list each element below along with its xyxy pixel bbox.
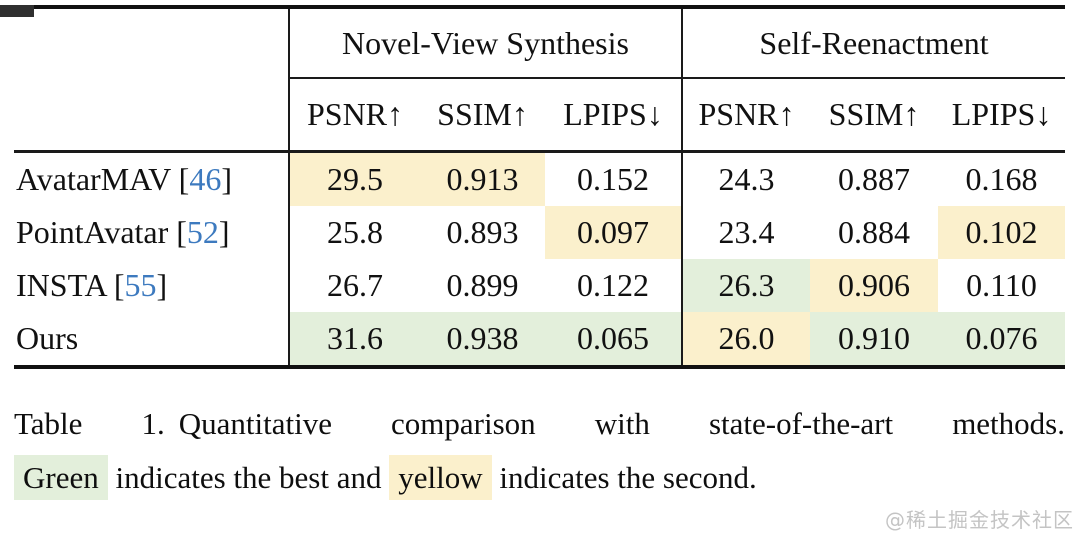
metric-cell: 0.110 (966, 267, 1037, 303)
citation-link[interactable]: 52 (186, 214, 219, 250)
group-header-self-reenactment: Self-Reenactment (680, 7, 1066, 79)
metric-cell: 23.4 (681, 206, 810, 259)
metric-cell: 31.6 (288, 312, 420, 367)
caption-text: Quantitative comparison with state-of-th… (178, 406, 1065, 441)
table-caption: Table 1. Quantitative comparison with sta… (14, 397, 1065, 505)
group-header-row: Novel-View Synthesis Self-Reenactment (14, 7, 1066, 79)
best-highlight-legend: Green (14, 455, 108, 500)
method-label: AvatarMAV [46] (14, 152, 289, 207)
metric-cell: 0.168 (965, 161, 1038, 197)
method-row-insta: INSTA [55] 26.7 0.899 0.122 26.3 0.906 0… (14, 259, 1065, 312)
metric-cell: 0.065 (545, 312, 682, 367)
metric-header-psnr-nvs: PSNR↑ (288, 78, 420, 153)
method-row-avatarmav: AvatarMAV [46] 29.5 0.913 0.152 24.3 0.8… (14, 151, 1065, 207)
method-row-ours: Ours 31.6 0.938 0.065 26.0 0.910 0.076 (14, 312, 1066, 367)
metric-header-row: PSNR↑ SSIM↑ LPIPS↓ PSNR↑ SSIM↑ LPIPS↓ (14, 78, 1066, 153)
citation-link[interactable]: 46 (189, 161, 222, 197)
metric-cell: 0.122 (577, 267, 649, 303)
caption-end-text: indicates the second. (491, 460, 757, 495)
metric-cell: 0.938 (420, 312, 545, 367)
method-label: PointAvatar [52] (14, 206, 289, 259)
metric-header-ssim-nvs: SSIM↑ (420, 78, 545, 153)
method-row-pointavatar: PointAvatar [52] 25.8 0.893 0.097 23.4 0… (14, 206, 1066, 259)
metric-cell: 0.884 (838, 214, 910, 250)
metric-header-lpips-nvs: LPIPS↓ (545, 78, 682, 153)
metric-cell: 0.899 (446, 267, 519, 303)
metric-cell: 0.893 (446, 214, 519, 250)
metric-cell: 26.0 (681, 312, 810, 367)
caption-line-1: Table 1. Quantitative comparison with sta… (14, 397, 1065, 451)
metric-cell: 24.3 (681, 151, 810, 206)
second-highlight-legend: yellow (389, 455, 492, 500)
metric-cell: 26.7 (288, 259, 420, 312)
metric-cell: 25.8 (288, 206, 420, 259)
caption-line-2: Green indicates the best and yellow indi… (14, 451, 1065, 505)
metric-cell: 0.906 (810, 259, 938, 312)
empty-corner-cell (14, 78, 289, 153)
metric-cell: 0.102 (938, 206, 1066, 259)
metric-cell: 0.913 (420, 151, 545, 206)
group-header-novel-view-synthesis: Novel-View Synthesis (288, 7, 682, 79)
metric-cell: 0.097 (545, 206, 682, 259)
metric-cell: 0.152 (577, 161, 649, 197)
metric-cell: 29.5 (288, 151, 420, 206)
method-name: INSTA (16, 267, 106, 303)
method-name: PointAvatar (16, 214, 169, 250)
method-label: Ours (14, 312, 289, 367)
empty-corner-cell (14, 7, 289, 78)
citation-bracket: ] (156, 267, 168, 303)
citation-link[interactable]: 55 (124, 267, 157, 303)
metric-header-lpips-sr: LPIPS↓ (938, 78, 1066, 153)
method-name: Ours (16, 320, 79, 356)
citation-bracket: [ (168, 214, 187, 250)
results-table: Novel-View Synthesis Self-Reenactment PS… (14, 5, 1066, 369)
caption-middle-text: indicates the best and (107, 460, 390, 495)
citation-bracket: ] (218, 214, 230, 250)
watermark: @稀土掘金技术社区 (885, 508, 1074, 532)
metric-cell: 26.3 (681, 259, 810, 312)
metric-header-ssim-sr: SSIM↑ (810, 78, 938, 153)
method-name: AvatarMAV (16, 161, 171, 197)
crop-artifact (0, 5, 34, 17)
caption-label: Table 1. (14, 406, 165, 441)
citation-bracket: [ (170, 161, 190, 197)
citation-bracket: [ (105, 267, 125, 303)
citation-bracket: ] (221, 161, 232, 197)
metric-cell: 0.076 (938, 312, 1066, 367)
metric-header-psnr-sr: PSNR↑ (681, 78, 810, 153)
page: Novel-View Synthesis Self-Reenactment PS… (0, 5, 1080, 534)
method-label: INSTA [55] (14, 259, 289, 312)
metric-cell: 0.887 (838, 161, 910, 197)
metric-cell: 0.910 (810, 312, 938, 367)
